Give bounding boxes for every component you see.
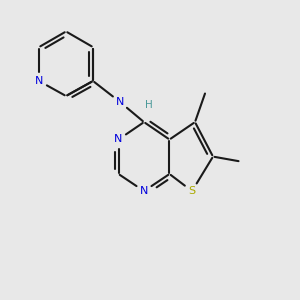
Text: H: H [146,100,153,110]
Text: N: N [116,97,124,107]
Text: N: N [114,134,123,145]
Text: N: N [35,76,43,86]
Text: N: N [140,186,148,196]
Text: S: S [188,186,196,196]
